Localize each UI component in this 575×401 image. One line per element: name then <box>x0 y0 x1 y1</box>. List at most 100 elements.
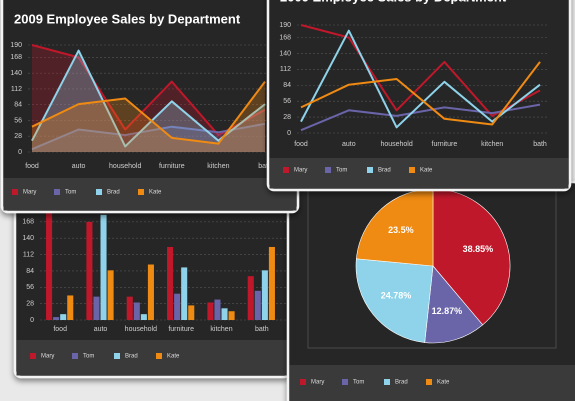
bar <box>167 246 174 320</box>
bar <box>53 317 60 320</box>
legend-label: Kate <box>420 168 433 174</box>
bar <box>147 264 154 320</box>
x-tick-label: household <box>125 326 157 333</box>
y-tick-label: 140 <box>279 50 291 57</box>
x-tick-label: kitchen <box>210 326 232 333</box>
legend-label: Tom <box>336 168 347 174</box>
x-tick-label: kitchen <box>207 163 229 170</box>
legend-swatch <box>138 189 144 195</box>
x-tick-label: bath <box>258 163 272 170</box>
legend-swatch <box>114 353 120 359</box>
legend-swatch <box>96 189 102 195</box>
legend-swatch <box>156 353 162 359</box>
y-tick-label: 28 <box>283 114 291 121</box>
bar <box>67 295 74 320</box>
y-tick-label: 168 <box>10 54 22 61</box>
legend-swatch <box>12 189 18 195</box>
legend-label: Tom <box>353 380 364 386</box>
bar <box>174 293 181 320</box>
bar <box>107 270 114 320</box>
bar <box>181 267 188 320</box>
pie-slice <box>432 188 511 326</box>
area-fill <box>32 81 265 152</box>
bar <box>254 290 261 320</box>
y-tick-label: 56 <box>14 117 22 124</box>
legend-swatch <box>384 379 390 385</box>
pie-slice <box>424 265 484 344</box>
x-tick-label: food <box>25 163 39 170</box>
card-footer <box>289 365 575 401</box>
y-tick-label: 0 <box>18 149 22 156</box>
y-tick-label: 0 <box>287 130 291 137</box>
slice-label: 24.78% <box>381 291 412 301</box>
legend-label: Tom <box>65 190 76 196</box>
x-tick-label: food <box>53 326 67 333</box>
bar <box>228 311 235 320</box>
y-tick-label: 56 <box>26 284 34 291</box>
bar <box>133 302 140 320</box>
bar <box>188 305 195 320</box>
y-tick-label: 168 <box>22 219 34 226</box>
bar <box>93 296 100 320</box>
chart-title: 2009 Employee Sales by Department <box>280 0 507 4</box>
legend-label: Mary <box>23 190 36 196</box>
legend-swatch <box>325 167 331 173</box>
legend-swatch <box>300 379 306 385</box>
x-tick-label: household <box>109 163 141 170</box>
y-tick-label: 140 <box>10 70 22 77</box>
y-tick-label: 168 <box>279 34 291 41</box>
bar <box>268 246 275 320</box>
bar <box>261 270 268 320</box>
pie-slice <box>355 258 434 343</box>
chart-title: 2009 Employee Sales by Department <box>14 11 241 26</box>
legend-swatch <box>409 167 415 173</box>
y-tick-label: 56 <box>283 98 291 105</box>
series-line <box>31 122 266 151</box>
legend-swatch <box>426 379 432 385</box>
chart-card: 0 28 56 84 112 140 168 food auto household furnitu… <box>13 193 292 379</box>
x-tick-label: auto <box>72 163 86 170</box>
legend-label: Brad <box>378 168 391 174</box>
y-tick-label: 112 <box>11 86 22 93</box>
bar <box>60 314 67 320</box>
legend-label: Brad <box>395 380 408 386</box>
legend-label: Mary <box>41 354 54 360</box>
y-tick-label: 190 <box>279 22 291 29</box>
x-tick-label: bath <box>255 326 269 333</box>
y-tick-label: 84 <box>14 102 22 109</box>
x-tick-label: auto <box>342 141 356 148</box>
slice-label: 38.85% <box>463 244 494 254</box>
y-tick-label: 112 <box>280 66 291 73</box>
legend-label: Kate <box>437 380 450 386</box>
legend-swatch <box>342 379 348 385</box>
card-footer <box>16 340 289 376</box>
legend-swatch <box>72 353 78 359</box>
bar <box>221 308 228 320</box>
y-tick-label: 28 <box>26 300 34 307</box>
legend-label: Mary <box>311 380 324 386</box>
slice-label: 12.87% <box>432 306 463 316</box>
bar <box>46 209 53 320</box>
chart-card: 38.85% 12.87% 24.78% 23.5% Mary Tom Brad Kate <box>286 180 575 401</box>
card-background <box>266 0 572 192</box>
x-tick-label: furniture <box>168 326 194 333</box>
y-tick-label: 84 <box>283 82 291 89</box>
y-tick-label: 28 <box>14 133 22 140</box>
area-fill <box>32 45 265 152</box>
series-line <box>31 80 266 145</box>
chart-card: 2009 Employee Sales by Department 0 28 56 84… <box>0 0 300 214</box>
bar <box>247 276 254 320</box>
x-tick-label: furniture <box>432 141 458 148</box>
x-tick-label: furniture <box>159 163 185 170</box>
x-tick-label: household <box>380 141 412 148</box>
y-tick-label: 0 <box>30 317 34 324</box>
y-tick-label: 140 <box>22 235 34 242</box>
y-tick-label: 190 <box>10 42 22 49</box>
legend-swatch <box>283 167 289 173</box>
legend-swatch <box>30 353 36 359</box>
bar <box>214 299 221 320</box>
card-footer <box>269 158 569 189</box>
x-tick-label: bath <box>533 141 547 148</box>
x-tick-label: auto <box>94 326 108 333</box>
